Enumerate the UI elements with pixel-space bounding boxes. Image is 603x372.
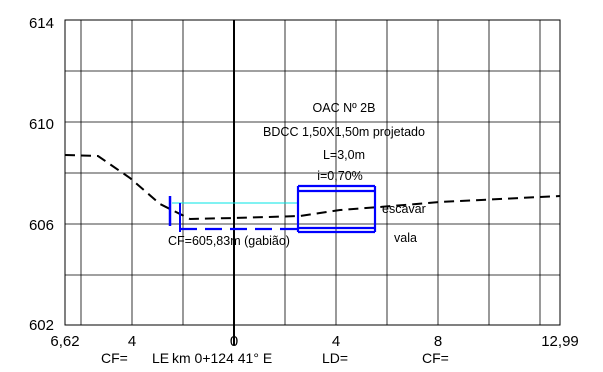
x-tick-label: 8: [434, 333, 442, 350]
structure-length: L=3,0m: [323, 148, 365, 162]
y-tick-label: 614: [29, 15, 54, 32]
footer-cf-right: CF=: [422, 350, 449, 366]
structure-description: BDCC 1,50X1,50m projetado: [263, 125, 425, 139]
footer-le: LE: [152, 350, 169, 366]
y-tick-label: 602: [29, 317, 54, 334]
trench-label: vala: [394, 231, 417, 245]
vertical-gridlines: [80, 20, 541, 325]
terrain-profile: [64, 154, 561, 221]
right-box-structure: [296, 184, 377, 234]
structure-slope: i=0,70%: [317, 169, 363, 183]
y-tick-label: 610: [29, 116, 54, 133]
x-tick-label: 0: [230, 333, 238, 350]
x-tick-label: 12,99: [541, 333, 579, 350]
footer-station: km 0+124 41° E: [172, 350, 272, 366]
footer-ld: LD=: [322, 350, 348, 366]
x-tick-label: 6,62: [50, 333, 79, 350]
invert-label: CF=605,83m (gabião): [168, 234, 290, 248]
grid-frame: [64, 19, 561, 326]
x-tick-label: 4: [128, 333, 136, 350]
x-tick-label: 4: [332, 333, 340, 350]
y-tick-label: 606: [29, 217, 54, 234]
footer-cf-left: CF=: [101, 350, 128, 366]
structure-name: OAC Nº 2B: [313, 101, 376, 115]
excavate-label: escavar: [382, 202, 426, 216]
horizontal-gridlines: [65, 70, 560, 276]
